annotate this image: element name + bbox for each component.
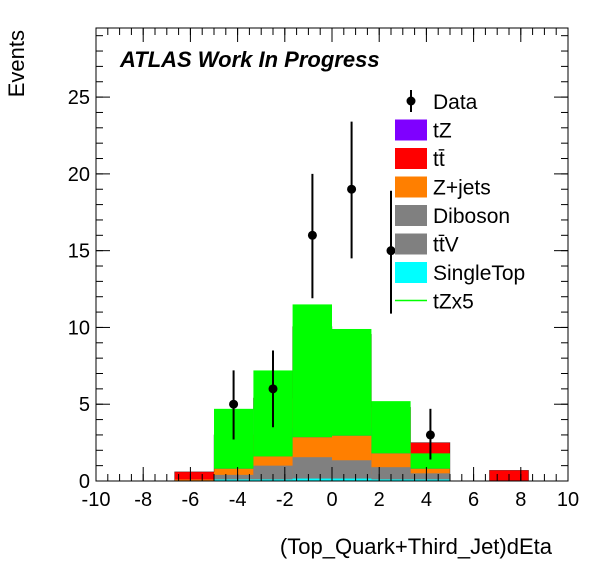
y-axis: 0 5 10 15 20 25 [68,35,568,493]
legend: Data tZ tt̄ Z+jets Diboson tt̄V SingleTop tZx5 [395,90,525,314]
bin-singletop-top-3 [214,479,254,481]
bin-ttv-5 [292,474,332,481]
x-tick-label: -4 [229,489,247,511]
data-point [347,184,357,194]
data-point [386,246,396,256]
x-tick-label: -8 [134,489,152,511]
legend-swatch [395,176,427,198]
legend-swatch [395,233,427,255]
x-tick-label: 6 [468,489,479,511]
data-point [229,399,239,409]
x-tick-label: -6 [182,489,200,511]
bin-tzx5-5 [292,304,332,438]
legend-marker-data [406,96,416,106]
x-tick-label: 2 [374,489,385,511]
legend-label: tt̄ [433,148,445,171]
data-point [425,430,435,440]
x-tick-label: -2 [276,489,294,511]
bin-zjets-2 [174,479,214,481]
legend-swatch [395,148,427,169]
legend-label: tZ [433,120,452,143]
y-tick-label: 25 [68,87,90,109]
bin-singletop-top-6 [332,478,372,481]
x-axis: -10 -8 -6 -4 -2 0 2 4 6 8 10 [82,28,579,511]
y-tick-label: 5 [79,394,90,416]
x-axis-title: (Top_Quark+Third_Jet)dEta [280,534,553,559]
bin-tzx5-6 [332,328,372,436]
y-tick-label: 10 [68,317,90,339]
tzx5-line [214,304,450,481]
x-tick-label: 0 [326,489,337,511]
bin-tzx5-7 [371,401,411,454]
legend-label: SingleTop [433,262,525,285]
y-tick-label: 15 [68,241,90,263]
bin-singletop-top-5 [292,478,332,481]
data-point [307,230,317,240]
bin-singletop-top-8 [410,479,450,481]
y-tick-label: 20 [68,164,90,186]
x-tick-label: 4 [421,489,432,511]
legend-swatch [395,262,427,283]
bin-ttv-6 [332,474,372,481]
y-tick-label: 0 [79,471,90,493]
legend-label: Z+jets [433,177,491,200]
legend-label: tZx5 [433,291,474,314]
x-tick-label: -10 [82,489,111,511]
bin-diboson-8 [410,473,450,481]
data-points [229,121,435,460]
legend-label: tt̄V [433,234,459,257]
y-axis-title: Events [4,30,29,97]
legend-swatch [395,119,427,141]
x-tick-label: 8 [515,489,526,511]
atlas-label: ATLAS Work In Progress [119,47,380,72]
bin-tzx5-8 [410,453,450,469]
x-tick-label: 10 [557,489,579,511]
bin-tt-2 [174,471,214,481]
data-point [268,384,278,394]
legend-label: Diboson [433,205,510,228]
legend-swatch [395,205,427,226]
legend-label: Data [433,91,478,114]
